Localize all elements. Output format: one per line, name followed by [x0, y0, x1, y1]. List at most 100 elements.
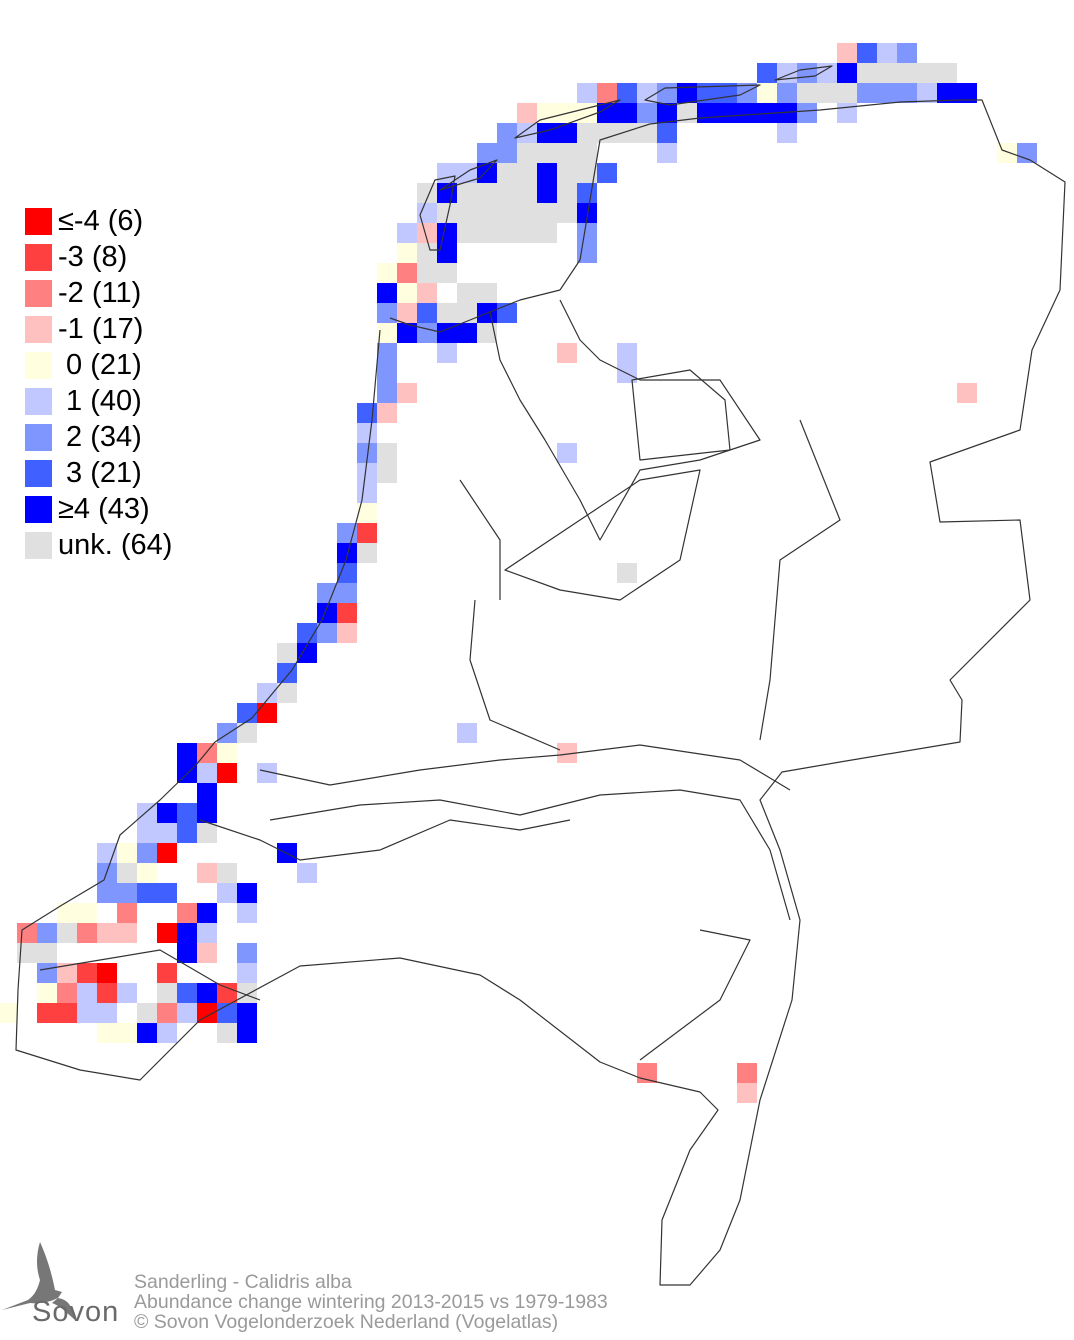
ijsselmeer-shore	[489, 299, 761, 541]
atlas-square	[77, 1003, 97, 1023]
atlas-square	[277, 663, 297, 683]
atlas-square	[337, 543, 357, 563]
logo-text: Sovon	[32, 1296, 120, 1328]
atlas-square	[37, 923, 57, 943]
atlas-square	[957, 383, 977, 403]
legend-label: 3 (21)	[58, 456, 142, 489]
atlas-square	[37, 1003, 57, 1023]
atlas-square	[497, 123, 517, 143]
atlas-square	[37, 963, 57, 983]
atlas-square	[817, 83, 837, 103]
atlas-square	[777, 123, 797, 143]
legend-swatch	[25, 279, 52, 307]
atlas-square	[77, 923, 97, 943]
atlas-square	[517, 183, 537, 203]
legend-label: -3 (8)	[58, 240, 128, 273]
atlas-square	[577, 143, 597, 163]
atlas-square	[157, 883, 177, 903]
atlas-square	[237, 883, 257, 903]
atlas-square	[217, 1023, 237, 1043]
atlas-square	[137, 1023, 157, 1043]
atlas-square	[617, 343, 637, 363]
atlas-square	[857, 63, 877, 83]
atlas-square	[817, 63, 837, 83]
atlas-square	[577, 83, 597, 103]
atlas-square	[237, 703, 257, 723]
atlas-square	[197, 763, 217, 783]
atlas-square	[757, 63, 777, 83]
atlas-square	[477, 163, 497, 183]
atlas-square	[537, 223, 557, 243]
atlas-square	[197, 943, 217, 963]
atlas-square	[437, 343, 457, 363]
atlas-square	[797, 63, 817, 83]
atlas-square	[677, 103, 697, 123]
atlas-square	[337, 583, 357, 603]
atlas-square	[237, 943, 257, 963]
atlas-square	[457, 223, 477, 243]
atlas-square	[77, 903, 97, 923]
atlas-square	[577, 223, 597, 243]
atlas-square	[617, 83, 637, 103]
atlas-square	[497, 163, 517, 183]
legend-label: 1 (40)	[58, 384, 142, 417]
atlas-square	[497, 303, 517, 323]
atlas-square	[157, 1023, 177, 1043]
atlas-square	[117, 1023, 137, 1043]
atlas-square	[157, 823, 177, 843]
atlas-square	[197, 983, 217, 1003]
river-waal	[259, 744, 791, 791]
atlas-square	[797, 83, 817, 103]
atlas-square	[97, 1003, 117, 1023]
atlas-square	[357, 543, 377, 563]
atlas-square	[537, 163, 557, 183]
atlas-square	[517, 223, 537, 243]
afsluitdijk	[389, 289, 561, 333]
sovon-swallow-logo	[2, 1242, 75, 1320]
legend-label: unk. (64)	[58, 528, 173, 561]
legend-swatch	[25, 531, 52, 559]
atlas-square	[157, 843, 177, 863]
atlas-square	[477, 323, 497, 343]
province-border	[459, 419, 841, 1061]
atlas-square	[257, 683, 277, 703]
atlas-square	[377, 363, 397, 383]
atlas-square	[0, 1003, 17, 1023]
atlas-square	[557, 163, 577, 183]
atlas-square	[477, 223, 497, 243]
atlas-square	[557, 343, 577, 363]
atlas-square	[137, 883, 157, 903]
atlas-square	[697, 103, 717, 123]
atlas-square	[377, 443, 397, 463]
atlas-square	[117, 983, 137, 1003]
atlas-square	[177, 823, 197, 843]
legend-label: 2 (34)	[58, 420, 142, 453]
atlas-square	[677, 83, 697, 103]
atlas-square	[397, 243, 417, 263]
atlas-square	[477, 283, 497, 303]
atlas-square	[617, 103, 637, 123]
atlas-square	[477, 203, 497, 223]
map-subtitle: Abundance change wintering 2013-2015 vs …	[134, 1291, 608, 1313]
atlas-square	[217, 863, 237, 883]
atlas-square	[877, 83, 897, 103]
atlas-square	[537, 103, 557, 123]
atlas-square	[157, 923, 177, 943]
atlas-square	[917, 83, 937, 103]
atlas-square	[457, 283, 477, 303]
atlas-square	[237, 1003, 257, 1023]
legend-item: -1 (17)	[25, 311, 172, 347]
atlas-square	[337, 563, 357, 583]
atlas-square	[837, 43, 857, 63]
atlas-square	[497, 203, 517, 223]
legend-label: ≥4 (43)	[58, 492, 150, 525]
legend-swatch	[25, 387, 52, 415]
species-name: Sanderling - Calidris alba	[134, 1271, 352, 1293]
atlas-square	[197, 863, 217, 883]
map-outlines	[15, 65, 1066, 1286]
atlas-square	[457, 303, 477, 323]
atlas-square	[357, 423, 377, 443]
atlas-square	[417, 203, 437, 223]
atlas-square	[597, 83, 617, 103]
atlas-square	[297, 623, 317, 643]
